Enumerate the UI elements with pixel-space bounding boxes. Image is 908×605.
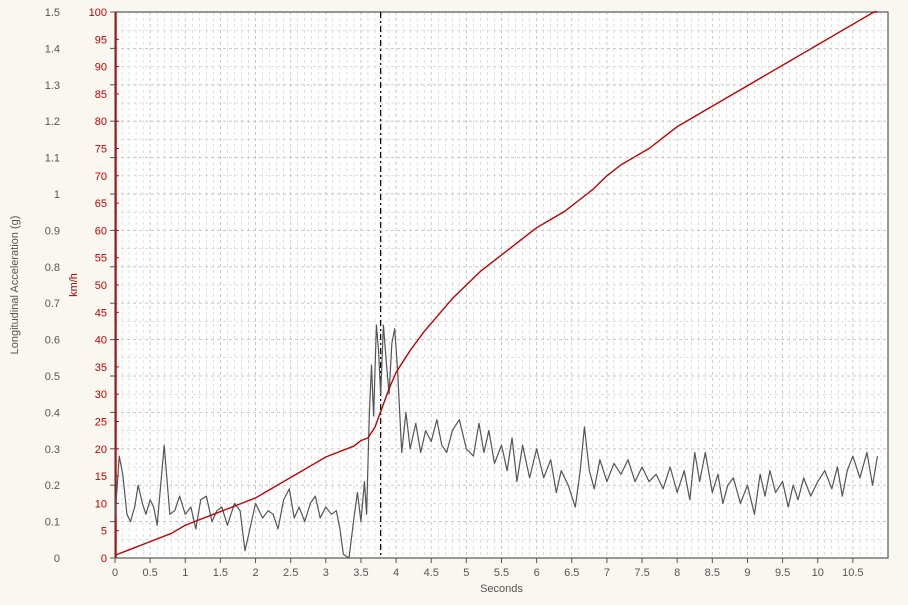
svg-text:3: 3	[323, 567, 329, 579]
svg-text:35: 35	[95, 362, 107, 374]
svg-text:0.1: 0.1	[45, 517, 60, 529]
svg-text:1: 1	[182, 567, 188, 579]
chart-svg: 0 0.5 1 1.5 2 2.5 3 3.5 4 4.5 5 5.5 6 6.5 7 7.5 8 8.5 9 9.5…	[0, 0, 908, 605]
svg-text:50: 50	[95, 280, 107, 292]
x-axis-label: Seconds	[480, 583, 523, 595]
svg-text:25: 25	[95, 417, 107, 429]
svg-text:0.5: 0.5	[142, 567, 157, 579]
svg-text:20: 20	[95, 444, 107, 456]
svg-text:15: 15	[95, 471, 107, 483]
svg-text:2.5: 2.5	[283, 567, 298, 579]
svg-text:1.5: 1.5	[45, 7, 60, 19]
svg-text:0.3: 0.3	[45, 444, 60, 456]
svg-text:7: 7	[604, 567, 610, 579]
y-right-axis-label: km/h	[68, 273, 80, 297]
svg-text:75: 75	[95, 144, 107, 156]
svg-text:7.5: 7.5	[634, 567, 649, 579]
svg-text:8.5: 8.5	[705, 567, 720, 579]
svg-text:0: 0	[54, 553, 60, 565]
svg-text:85: 85	[95, 89, 107, 101]
svg-text:6.5: 6.5	[564, 567, 579, 579]
svg-text:1.2: 1.2	[45, 116, 60, 128]
svg-text:1.3: 1.3	[45, 80, 60, 92]
svg-text:4: 4	[393, 567, 399, 579]
svg-text:65: 65	[95, 198, 107, 210]
svg-text:80: 80	[95, 116, 107, 128]
svg-text:2: 2	[252, 567, 258, 579]
svg-text:9.5: 9.5	[775, 567, 790, 579]
svg-text:55: 55	[95, 253, 107, 265]
svg-text:0.2: 0.2	[45, 480, 60, 492]
svg-text:0: 0	[101, 553, 107, 565]
svg-text:5: 5	[101, 526, 107, 538]
svg-text:0.8: 0.8	[45, 262, 60, 274]
svg-text:0.4: 0.4	[45, 407, 60, 419]
svg-text:0: 0	[112, 567, 118, 579]
svg-text:4.5: 4.5	[424, 567, 439, 579]
svg-text:95: 95	[95, 34, 107, 46]
svg-text:1.4: 1.4	[45, 43, 60, 55]
svg-text:6: 6	[534, 567, 540, 579]
svg-text:100: 100	[89, 7, 107, 19]
svg-text:5: 5	[463, 567, 469, 579]
svg-text:0.7: 0.7	[45, 298, 60, 310]
svg-text:70: 70	[95, 171, 107, 183]
svg-text:1: 1	[54, 189, 60, 201]
svg-text:3.5: 3.5	[353, 567, 368, 579]
svg-text:0.6: 0.6	[45, 335, 60, 347]
svg-text:60: 60	[95, 225, 107, 237]
svg-text:90: 90	[95, 62, 107, 74]
svg-text:10.5: 10.5	[842, 567, 863, 579]
svg-text:1.5: 1.5	[213, 567, 228, 579]
svg-text:8: 8	[674, 567, 680, 579]
svg-text:45: 45	[95, 307, 107, 319]
svg-text:10: 10	[812, 567, 824, 579]
svg-text:30: 30	[95, 389, 107, 401]
svg-text:10: 10	[95, 498, 107, 510]
svg-text:5.5: 5.5	[494, 567, 509, 579]
svg-text:1.1: 1.1	[45, 153, 60, 165]
svg-text:9: 9	[744, 567, 750, 579]
svg-text:0.5: 0.5	[45, 371, 60, 383]
chart-container: 0 0.5 1 1.5 2 2.5 3 3.5 4 4.5 5 5.5 6 6.5 7 7.5 8 8.5 9 9.5…	[0, 0, 908, 605]
y-left-axis-label: Longitudinal Acceleration (g)	[9, 216, 21, 355]
svg-text:0.9: 0.9	[45, 225, 60, 237]
svg-text:40: 40	[95, 335, 107, 347]
